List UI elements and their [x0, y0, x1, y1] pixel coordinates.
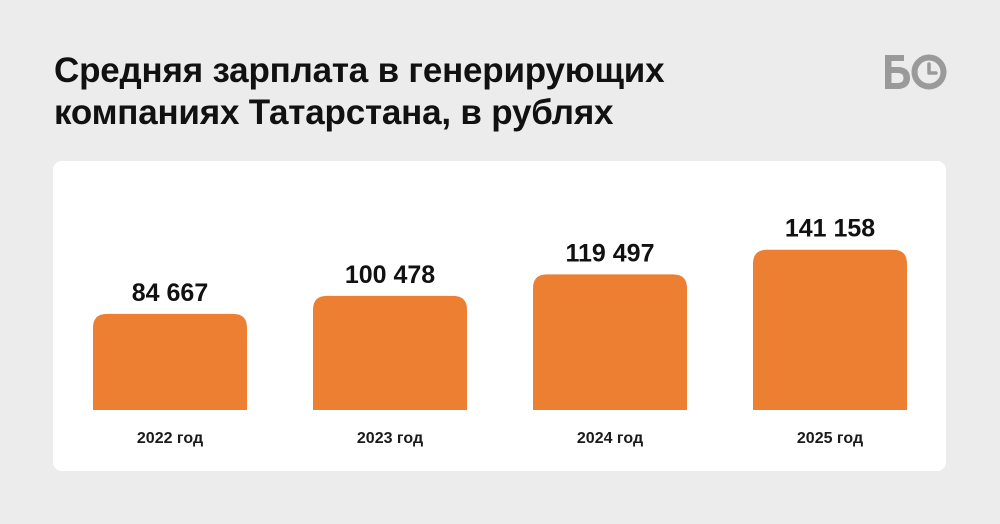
bar-chart: 84 667 2022 год 100 478 2023 год 119 497 2024…: [93, 215, 907, 447]
chart-title: Средняя зарплата в генерирующих компания…: [54, 50, 814, 134]
category-label-4: 2025 год: [797, 430, 863, 447]
category-label-3: 2024 год: [577, 430, 643, 447]
bar-3: [533, 274, 687, 410]
bo-logo-icon: [885, 54, 947, 90]
data-label-2: 100 478: [345, 261, 435, 289]
title-line-2: компаниях Татарстана, в рублях: [54, 93, 614, 132]
chart-card: 84 667 2022 год 100 478 2023 год 119 497 2024…: [53, 161, 946, 471]
bar-1: [93, 313, 247, 410]
title-line-1: Средняя зарплата в генерирующих: [54, 51, 665, 90]
category-label-1: 2022 год: [137, 430, 203, 447]
bar-4: [753, 249, 907, 410]
data-label-1: 84 667: [132, 279, 208, 307]
category-label-2: 2023 год: [357, 430, 423, 447]
data-label-3: 119 497: [566, 239, 655, 267]
data-label-4: 141 158: [785, 215, 875, 243]
bar-2: [313, 295, 467, 410]
